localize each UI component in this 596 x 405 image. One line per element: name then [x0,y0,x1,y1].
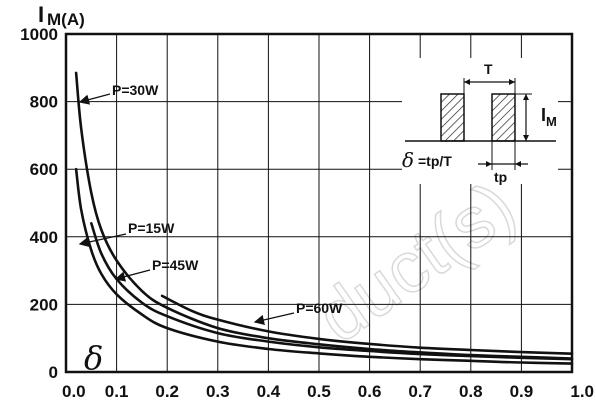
annotation-text: P=45W [152,257,199,273]
annotation-text: P=60W [296,300,343,316]
x-axis-title: δ [84,339,103,377]
x-tick-label: 0.0 [62,382,86,401]
pulse-inset: T I M δ =tp/T tp [402,58,558,185]
x-tick-label: 0.2 [155,382,179,401]
y-tick-label: 600 [30,160,58,179]
x-tick-label: 0.1 [105,382,129,401]
y-tick-label: 800 [30,93,58,112]
duty-symbol: δ [402,148,414,172]
pulse-2 [491,93,516,142]
x-tick-label: 0.8 [459,382,483,401]
pulse-1 [440,93,465,142]
pulse-width-label: tp [494,169,507,185]
series-line-p-60w [160,294,574,355]
y-axis-title-sub: M(A) [47,10,85,29]
plot-frame [64,32,574,374]
y-tick-label: 400 [30,228,58,247]
duty-formula: =tp/T [418,153,452,169]
x-tick-label: 0.6 [358,382,382,401]
x-tick-label: 0.9 [510,382,534,401]
y-tick-label: 1000 [20,25,58,44]
y-tick-label: 200 [30,295,58,314]
period-label: T [484,61,493,77]
y-axis-title-main: I [38,2,44,27]
series-curves [74,71,574,365]
watermark-text: duct(s) [303,166,529,358]
y-tick-labels: 0 200 400 600 800 1000 [20,25,58,382]
x-tick-label: 0.5 [307,382,331,401]
inset-background [402,58,558,184]
x-tick-label: 0.3 [206,382,230,401]
annotation-p45w: P=45W [114,257,199,282]
current-label-sub: M [546,114,557,129]
x-tick-label: 0.4 [257,382,281,401]
annotation-p15w: P=15W [78,220,175,248]
x-tick-label: 0.7 [408,382,432,401]
annotation-text: P=15W [128,220,175,236]
current-label-main: I [541,105,546,125]
annotation-text: P=30W [112,82,159,98]
series-line-p-15w [74,167,574,365]
x-tick-label: 1.0 [570,382,594,401]
annotation-p60w: P=60W [253,300,343,326]
y-tick-label: 0 [49,363,58,382]
x-tick-labels: 0.0 0.1 0.2 0.3 0.4 0.5 0.6 0.7 0.8 0.9 1.0 [62,382,594,401]
annotation-p30w: P=30W [78,82,159,105]
